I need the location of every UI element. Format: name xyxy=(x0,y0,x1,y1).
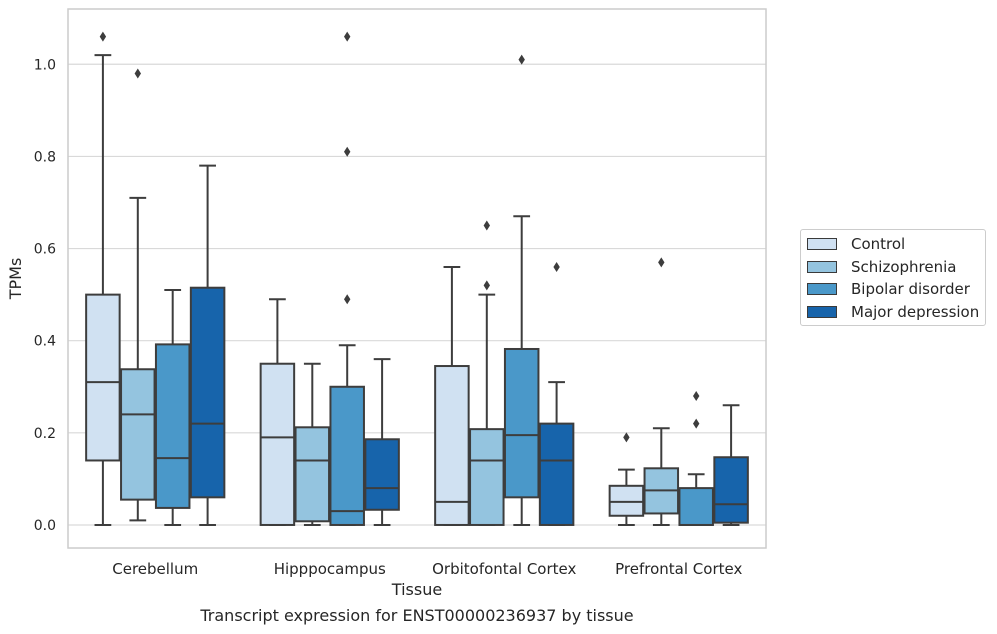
legend-swatch xyxy=(807,238,837,250)
outlier-point xyxy=(553,261,560,272)
box-iqr xyxy=(678,487,714,526)
box-iqr xyxy=(608,484,645,517)
box xyxy=(364,358,400,526)
x-tick-label: Orbitofontal Cortex xyxy=(432,560,576,578)
legend-label: Bipolar disorder xyxy=(851,280,970,298)
legend-label: Schizophrenia xyxy=(851,257,957,276)
legend-item: Control xyxy=(807,234,905,254)
x-tick-label: Cerebellum xyxy=(112,560,198,578)
box xyxy=(643,257,680,526)
box-iqr xyxy=(364,438,400,511)
box-iqr xyxy=(503,347,540,499)
box-iqr xyxy=(538,422,575,526)
legend: Control Schizophrenia Bipolar disorder Majo… xyxy=(800,229,986,326)
y-tick-label: 0.8 xyxy=(34,149,56,165)
y-axis-label: TPMs xyxy=(6,258,25,301)
box-iqr xyxy=(259,362,296,526)
box xyxy=(434,265,470,526)
plot-frame xyxy=(67,8,767,549)
y-tick-label: 0.6 xyxy=(34,242,56,258)
legend-item: Schizophrenia xyxy=(807,257,956,277)
x-tick-label: Prefrontal Cortex xyxy=(615,560,742,578)
box-iqr xyxy=(713,456,749,524)
box-iqr xyxy=(469,428,505,526)
outlier-point xyxy=(518,54,525,65)
box xyxy=(713,404,749,526)
box xyxy=(538,261,575,526)
box-iqr xyxy=(434,365,470,526)
outlier-point xyxy=(483,280,490,291)
outlier-point xyxy=(134,68,141,79)
chart-caption: Transcript expression for ENST0000023693… xyxy=(200,606,634,625)
box-iqr xyxy=(154,343,191,509)
outlier-point xyxy=(483,220,490,231)
y-tick-label: 0.0 xyxy=(34,518,56,534)
outlier-point xyxy=(344,31,351,42)
box xyxy=(120,68,156,522)
outlier-point xyxy=(344,146,351,157)
box xyxy=(154,289,191,526)
box xyxy=(259,298,296,526)
box-iqr xyxy=(120,368,156,501)
legend-label: Control xyxy=(851,235,906,253)
box xyxy=(294,362,331,526)
legend-item: Major depression xyxy=(807,302,979,322)
box xyxy=(608,432,645,526)
box xyxy=(85,31,121,526)
outlier-point xyxy=(623,432,630,443)
x-axis-label: Tissue xyxy=(391,580,442,599)
outlier-point xyxy=(693,418,700,429)
box xyxy=(503,54,540,526)
x-tick-label: Hipppocampus xyxy=(274,560,386,578)
legend-label: Major depression xyxy=(851,302,980,321)
legend-swatch xyxy=(807,283,837,295)
legend-swatch xyxy=(807,260,837,273)
box xyxy=(678,390,714,526)
box-iqr xyxy=(329,385,365,526)
box-iqr xyxy=(189,286,226,499)
legend-swatch xyxy=(807,305,837,318)
y-tick-label: 0.4 xyxy=(34,334,56,350)
y-tick-label: 0.2 xyxy=(34,426,56,442)
legend-item: Bipolar disorder xyxy=(807,279,970,299)
outlier-point xyxy=(344,294,351,305)
box-iqr xyxy=(85,293,121,462)
y-tick-labels: 0.0 0.2 0.4 0.6 0.8 1.0 xyxy=(34,57,56,534)
y-tick-label: 1.0 xyxy=(34,57,56,73)
outlier-point xyxy=(658,257,665,268)
outlier-point xyxy=(693,390,700,401)
box-groups xyxy=(85,31,749,526)
box xyxy=(189,164,226,526)
box xyxy=(329,31,365,526)
outlier-point xyxy=(99,31,107,42)
box-iqr xyxy=(294,426,331,523)
box xyxy=(469,220,505,526)
x-tick-labels: Cerebellum Hipppocampus Orbitofontal Corte… xyxy=(112,560,742,578)
